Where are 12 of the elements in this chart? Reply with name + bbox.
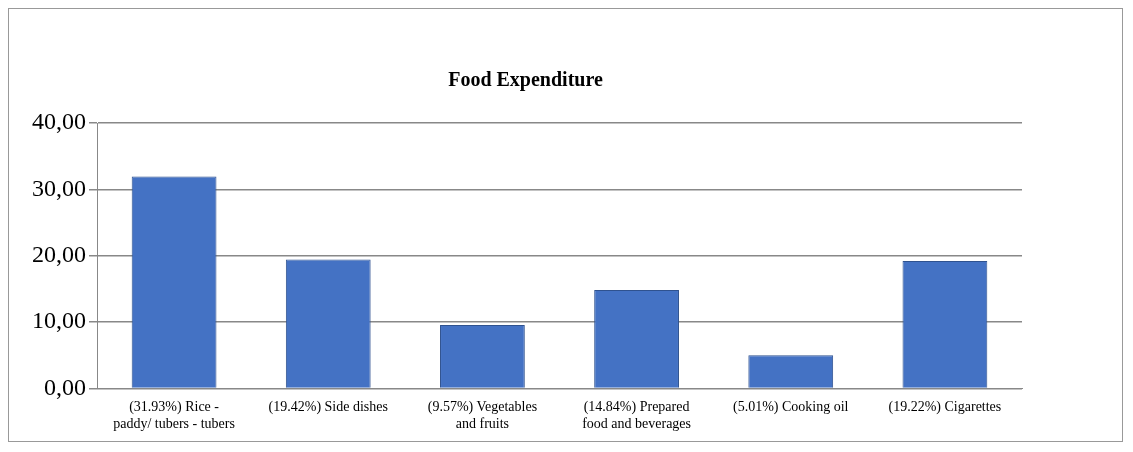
x-tick-label: (5.01%) Cooking oil — [733, 399, 849, 416]
y-tick-label: 30,00 — [32, 174, 86, 201]
x-tick-label: (14.84%) Prepared food and beverages — [582, 399, 692, 432]
x-tick-label: (31.93%) Rice - paddy/ tubers - tubers — [113, 399, 235, 432]
y-tick-label: 0,00 — [44, 373, 86, 400]
y-tick-label: 20,00 — [32, 241, 86, 267]
x-tick-label: (19.22%) Cigarettes — [888, 399, 1002, 416]
y-tick-label: 40,00 — [32, 108, 86, 135]
x-tick-label: (9.57%) Vegetables and fruits — [427, 399, 538, 432]
y-tick-label: 10,00 — [32, 307, 86, 334]
chart-title: Food Expenditure — [448, 68, 603, 92]
x-tick-label: (19.42%) Side dishes — [268, 399, 388, 416]
